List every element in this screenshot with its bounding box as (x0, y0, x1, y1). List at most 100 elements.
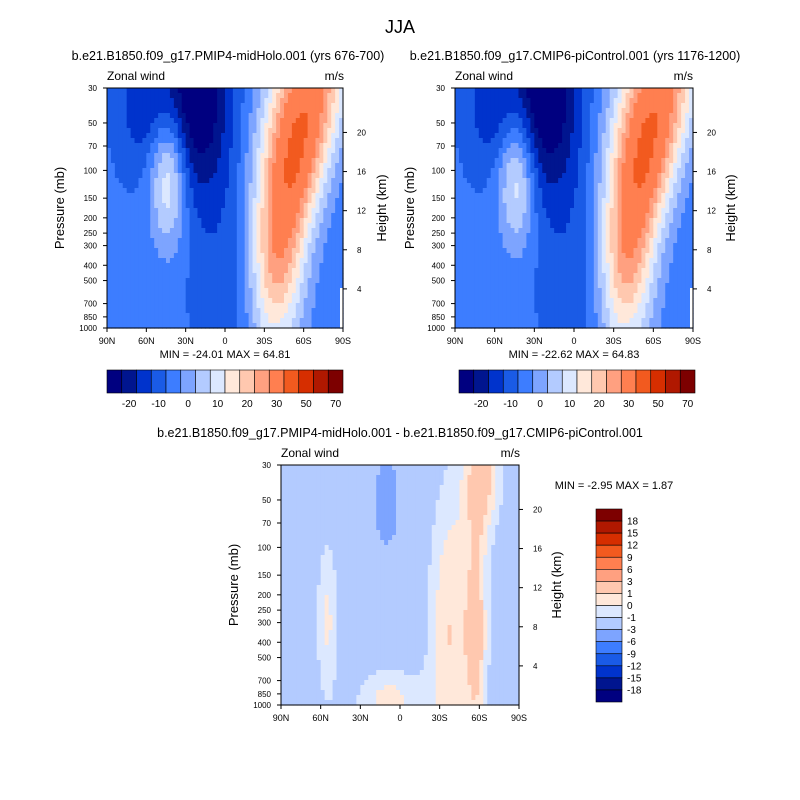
field-cell (554, 248, 559, 254)
field-cell (506, 163, 512, 169)
field-cell (558, 208, 563, 214)
field-cell (126, 273, 132, 279)
field-cell (256, 178, 261, 184)
field-cell (232, 208, 238, 214)
field-cell (130, 193, 136, 199)
field-cell (498, 238, 504, 244)
field-cell (323, 208, 328, 214)
field-cell (284, 278, 289, 284)
field-cell (268, 143, 273, 149)
field-cell (585, 158, 591, 164)
field-cell (118, 123, 124, 129)
field-cell (291, 298, 297, 304)
colorbar-swatch (121, 369, 137, 394)
field-cell (653, 103, 658, 109)
field-cell (482, 153, 488, 159)
field-cell (303, 153, 309, 159)
field-cell (252, 138, 258, 144)
field-cell (601, 193, 607, 199)
field-cell (252, 253, 258, 259)
field-cell (665, 203, 670, 209)
field-cell (502, 163, 508, 169)
field-cell (653, 108, 658, 114)
field-cell (114, 233, 120, 239)
field-cell (118, 88, 124, 94)
field-cell (122, 248, 128, 254)
field-cell (486, 88, 492, 94)
field-cell (256, 273, 261, 279)
field-cell (514, 188, 520, 194)
field-cell (122, 243, 128, 249)
field-cell (518, 88, 524, 94)
field-cell (502, 113, 508, 119)
field-cell (303, 253, 309, 259)
field-cell (514, 168, 520, 174)
field-cell (641, 103, 646, 109)
field-cell (339, 108, 344, 114)
field-cell (232, 93, 238, 99)
field-cell (295, 168, 301, 174)
field-cell (534, 168, 539, 174)
field-cell (185, 293, 191, 299)
field-cell (118, 203, 124, 209)
field-cell (570, 183, 575, 189)
field-cell (150, 308, 155, 314)
field-cell (244, 238, 250, 244)
field-cell (217, 248, 222, 254)
field-cell (205, 223, 210, 229)
field-cell (162, 153, 167, 159)
field-cell (276, 303, 281, 309)
field-cell (657, 208, 662, 214)
field-cell (653, 143, 658, 149)
field-cell (526, 203, 531, 209)
field-cell (562, 128, 567, 134)
field-cell (130, 278, 136, 284)
field-cell (185, 113, 191, 119)
field-cell (470, 108, 476, 114)
field-cell (134, 233, 140, 239)
field-cell (272, 308, 277, 314)
field-cell (260, 313, 265, 319)
field-cell (323, 303, 328, 309)
field-cell (110, 298, 116, 304)
field-cell (566, 248, 571, 254)
field-cell (240, 208, 246, 214)
field-cell (118, 243, 124, 249)
field-cell (498, 108, 504, 114)
x-tick-label: 30S (256, 336, 272, 346)
field-cell (327, 178, 332, 184)
field-cell (637, 108, 643, 114)
field-cell (613, 153, 619, 159)
field-cell (331, 153, 336, 159)
field-cell (276, 213, 281, 219)
field-cell (339, 113, 344, 119)
field-cell (331, 233, 336, 239)
field-cell (490, 133, 496, 139)
field-cell (221, 108, 226, 114)
field-cell (181, 193, 187, 199)
field-cell (581, 168, 587, 174)
field-cell (514, 173, 520, 179)
field-cell (185, 183, 191, 189)
field-cell (613, 183, 619, 189)
field-cell (546, 188, 551, 194)
field-cell (122, 263, 128, 269)
field-cell (455, 223, 460, 229)
field-cell (514, 228, 520, 234)
field-cell (458, 133, 464, 139)
field-cell (542, 88, 547, 94)
field-cell (114, 293, 120, 299)
field-cell (256, 278, 261, 284)
field-cell (657, 118, 662, 124)
field-cell (248, 318, 254, 324)
field-cell (225, 183, 230, 189)
field-cell (276, 188, 281, 194)
field-cell (510, 98, 516, 104)
field-cell (589, 223, 595, 229)
field-cell (510, 253, 516, 259)
field-cell (213, 208, 218, 214)
field-cell (303, 208, 309, 214)
field-cell (470, 163, 476, 169)
field-cell (126, 248, 132, 254)
field-cell (661, 193, 666, 199)
